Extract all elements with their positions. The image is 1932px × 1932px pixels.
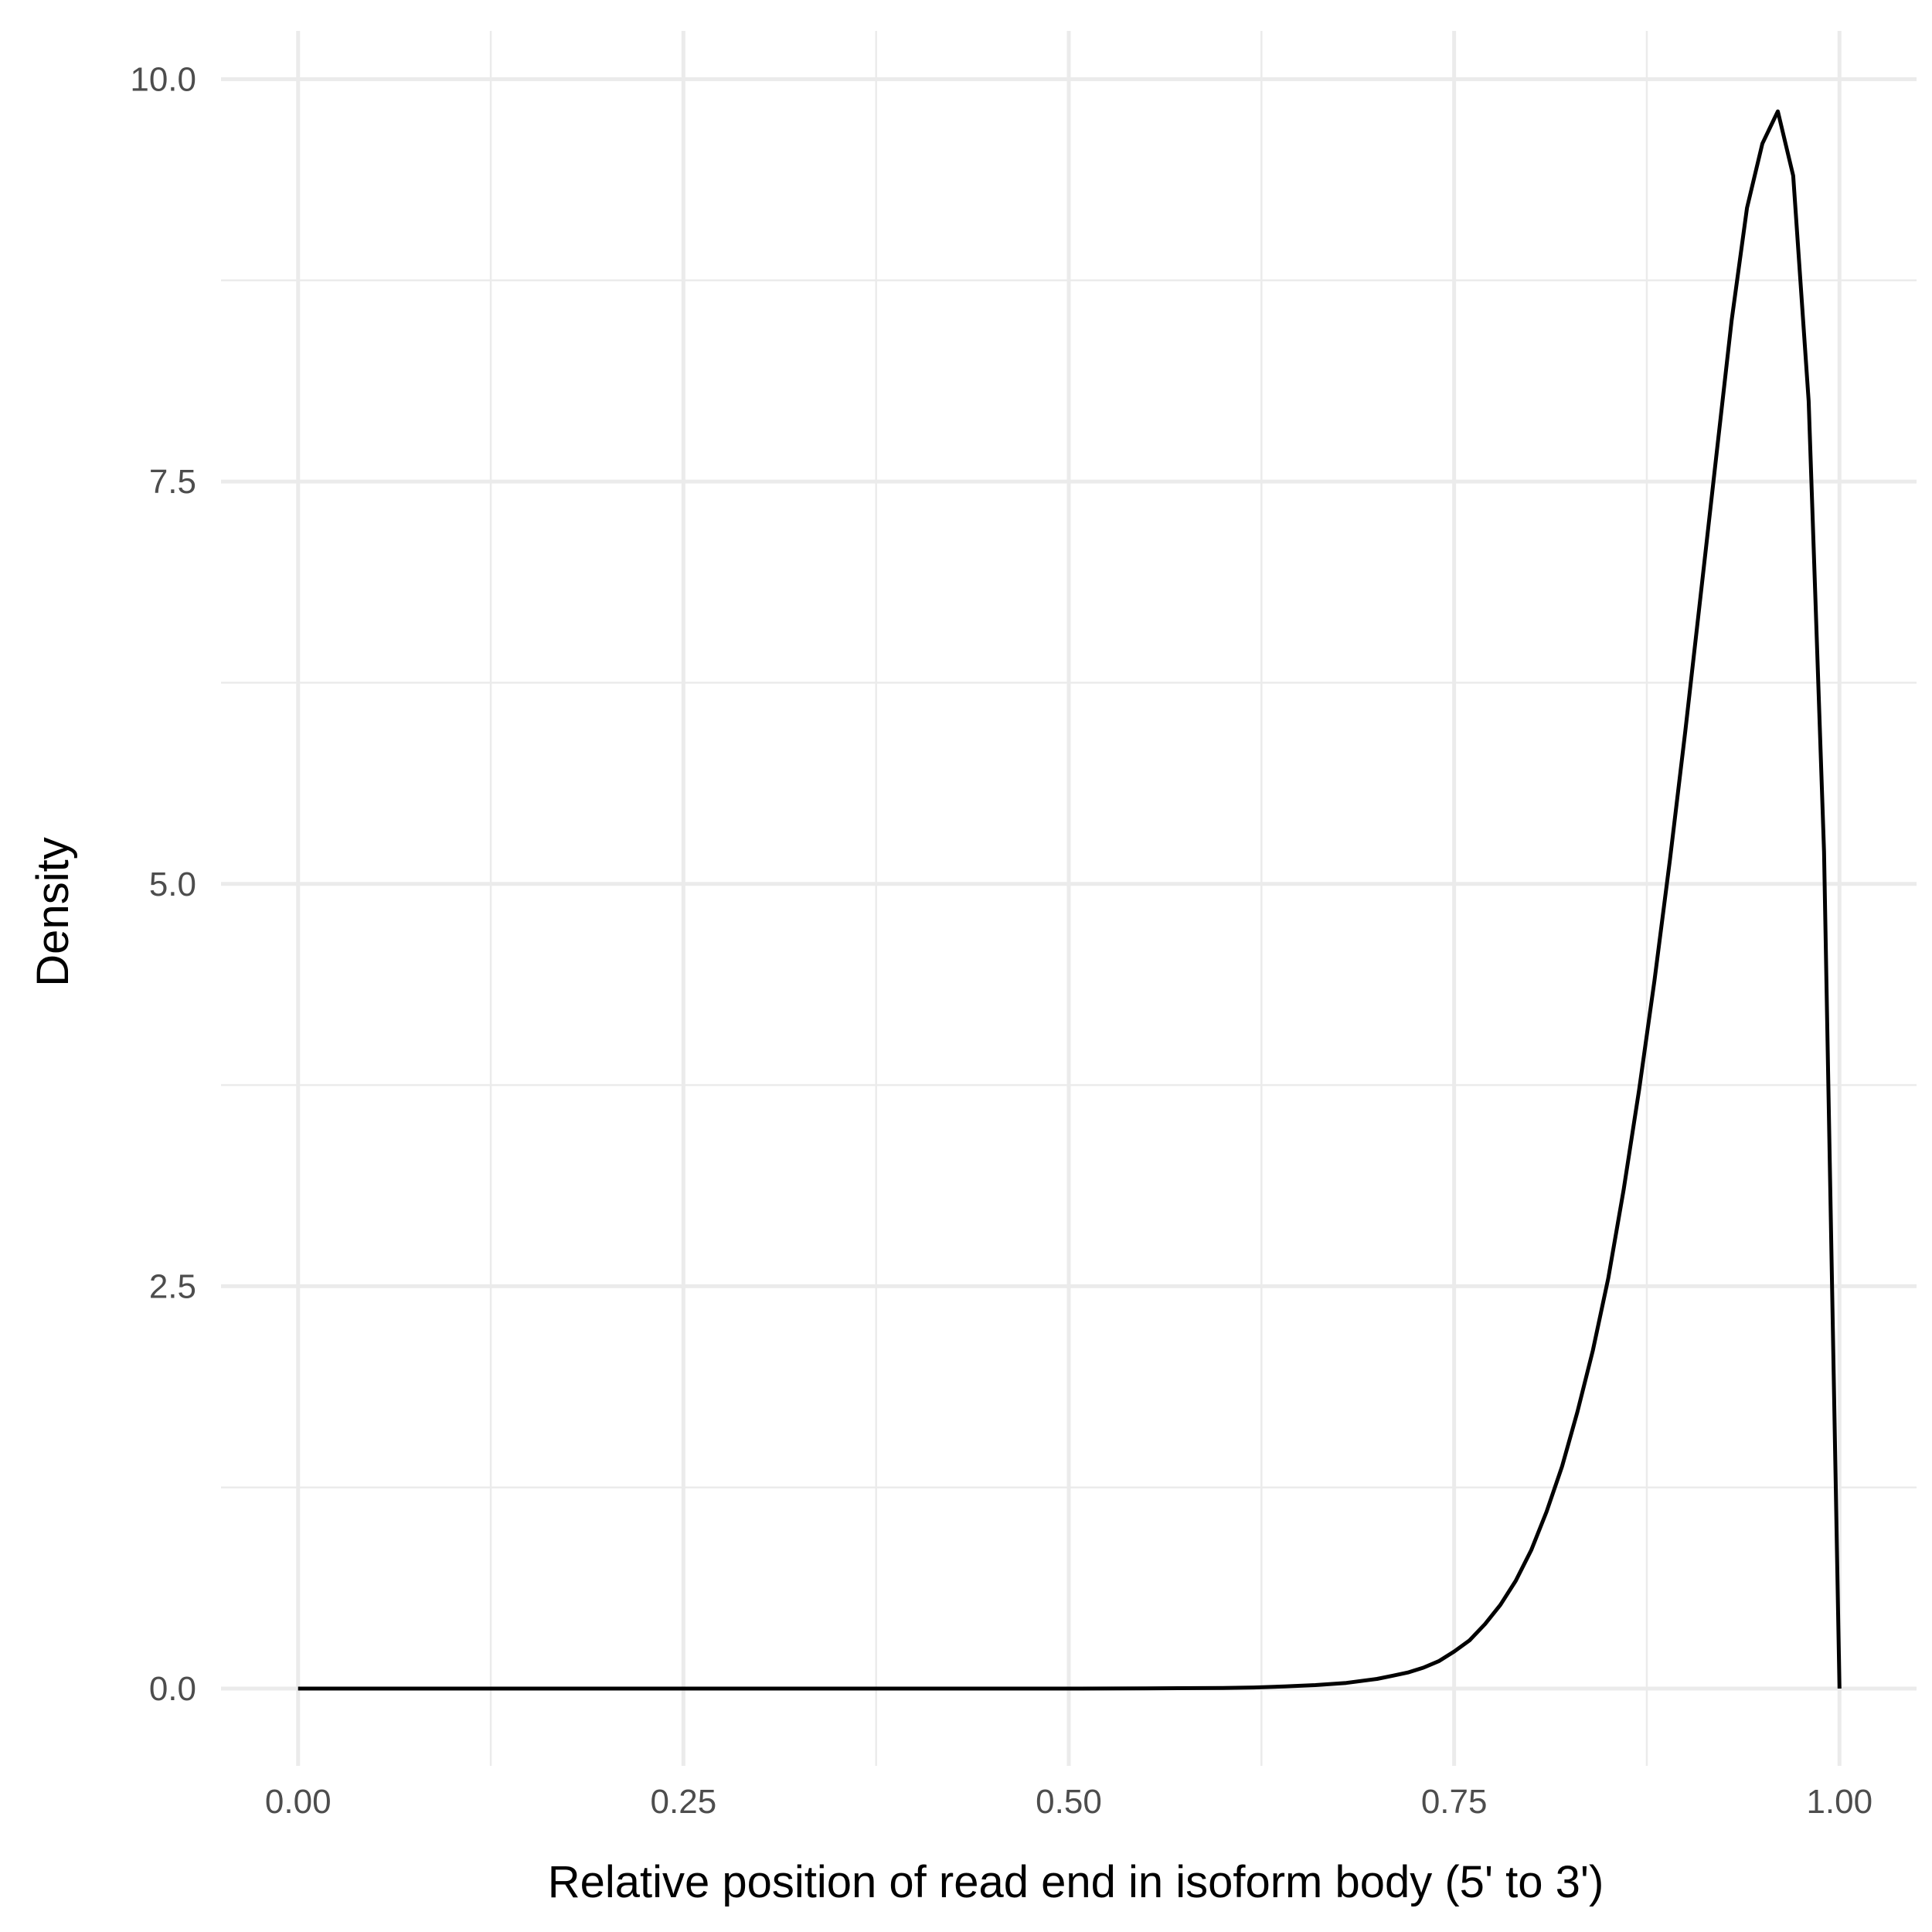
y-tick-label: 2.5 — [149, 1267, 196, 1305]
x-tick-label: 1.00 — [1806, 1783, 1872, 1821]
x-tick-label: 0.50 — [1036, 1783, 1102, 1821]
y-tick-label: 10.0 — [130, 60, 196, 98]
x-tick-labels: 0.00 0.25 0.50 0.75 1.00 — [265, 1783, 1872, 1821]
density-curve — [298, 109, 1842, 1691]
x-axis-title: Relative position of read end in isoform… — [548, 1857, 1604, 1907]
x-tick-label: 0.25 — [651, 1783, 717, 1821]
x-tick-label: 0.00 — [265, 1783, 332, 1821]
y-tick-label: 5.0 — [149, 866, 196, 903]
x-tick-label: 0.75 — [1421, 1783, 1488, 1821]
y-tick-label: 7.5 — [149, 463, 196, 501]
y-tick-labels: 0.0 2.5 5.0 7.5 10.0 — [130, 60, 196, 1708]
y-axis-title: Density — [28, 837, 78, 986]
y-tick-label: 0.0 — [149, 1670, 196, 1708]
major-gridlines — [221, 31, 1917, 1766]
